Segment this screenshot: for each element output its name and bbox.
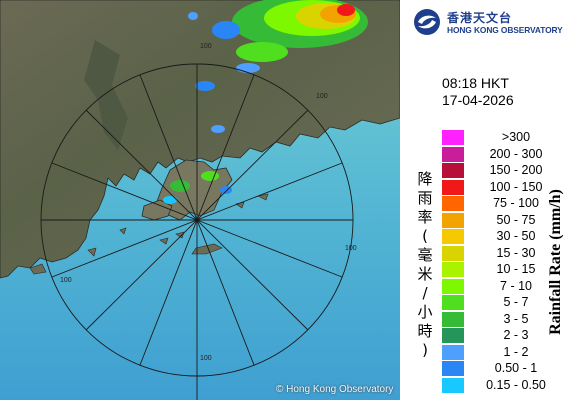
legend-label: 100 - 150 bbox=[489, 179, 543, 194]
range-label-northeast: 100 bbox=[316, 93, 328, 100]
outlying-islands bbox=[29, 193, 269, 275]
legend-label: 0.50 - 1 bbox=[494, 361, 538, 375]
legend-label: 150 - 200 bbox=[489, 163, 543, 177]
legend-swatch bbox=[442, 245, 464, 261]
lantau-island bbox=[141, 199, 173, 221]
legend-label: 200 - 300 bbox=[489, 146, 543, 161]
legend-swatch bbox=[442, 361, 464, 376]
legend-swatch bbox=[442, 377, 464, 393]
legend-title-chinese: 降雨率(毫米 / 小時) bbox=[417, 170, 433, 359]
pearl-river-estuary-land-detail bbox=[84, 40, 128, 150]
legend-swatch bbox=[442, 278, 464, 294]
legend-label: 30 - 50 bbox=[496, 229, 536, 243]
legend-swatch bbox=[442, 179, 464, 195]
copyright-text: © Hong Kong Observatory bbox=[276, 384, 394, 395]
legend-label: 50 - 75 bbox=[496, 212, 536, 227]
legend-label: 15 - 30 bbox=[496, 245, 536, 260]
legend-label: 0.15 - 0.50 bbox=[486, 377, 546, 392]
legend-swatch bbox=[442, 295, 464, 310]
legend-label: 1 - 2 bbox=[503, 344, 529, 359]
range-label-west: 100 bbox=[60, 277, 72, 284]
legend-swatch bbox=[442, 196, 464, 211]
legend-swatch bbox=[442, 163, 464, 178]
radar-time: 08:18 HKT bbox=[442, 75, 509, 91]
hko-emblem-icon bbox=[414, 9, 440, 35]
legend-swatch bbox=[442, 328, 464, 343]
logo-english-name: HONG KONG OBSERVATORY bbox=[447, 25, 563, 35]
range-rings bbox=[40, 63, 354, 400]
legend-label: 3 - 5 bbox=[503, 311, 529, 326]
legend-label: 2 - 3 bbox=[503, 328, 529, 342]
legend-swatch bbox=[442, 130, 464, 145]
legend-panel bbox=[400, 0, 577, 400]
rain-echoes bbox=[163, 0, 368, 204]
logo-chinese-name: 香港天文台 bbox=[447, 11, 513, 25]
legend-label: 10 - 15 bbox=[496, 262, 536, 276]
radar-map[interactable]: 100 100 100 100 100 © Hong Kong Observat… bbox=[0, 0, 400, 400]
hko-logo: 香港天文台 HONG KONG OBSERVATORY bbox=[413, 8, 573, 40]
legend-label: 75 - 100 bbox=[493, 196, 539, 210]
legend-label: 7 - 10 bbox=[500, 278, 532, 293]
legend-label: >300 bbox=[501, 130, 531, 144]
legend-label: 5 - 7 bbox=[503, 295, 529, 309]
legend-swatch bbox=[442, 146, 464, 162]
legend-swatch bbox=[442, 262, 464, 277]
range-label-north: 100 bbox=[200, 43, 212, 50]
range-label-east: 100 bbox=[345, 245, 357, 252]
radar-date: 17-04-2026 bbox=[442, 92, 514, 108]
legend-swatch bbox=[442, 311, 464, 327]
legend-swatch bbox=[442, 229, 464, 244]
legend-swatch bbox=[442, 212, 464, 228]
legend-swatch bbox=[442, 344, 464, 360]
radar-map-graphic: 100 100 100 100 100 bbox=[0, 0, 400, 400]
range-label-south: 100 bbox=[200, 355, 212, 362]
